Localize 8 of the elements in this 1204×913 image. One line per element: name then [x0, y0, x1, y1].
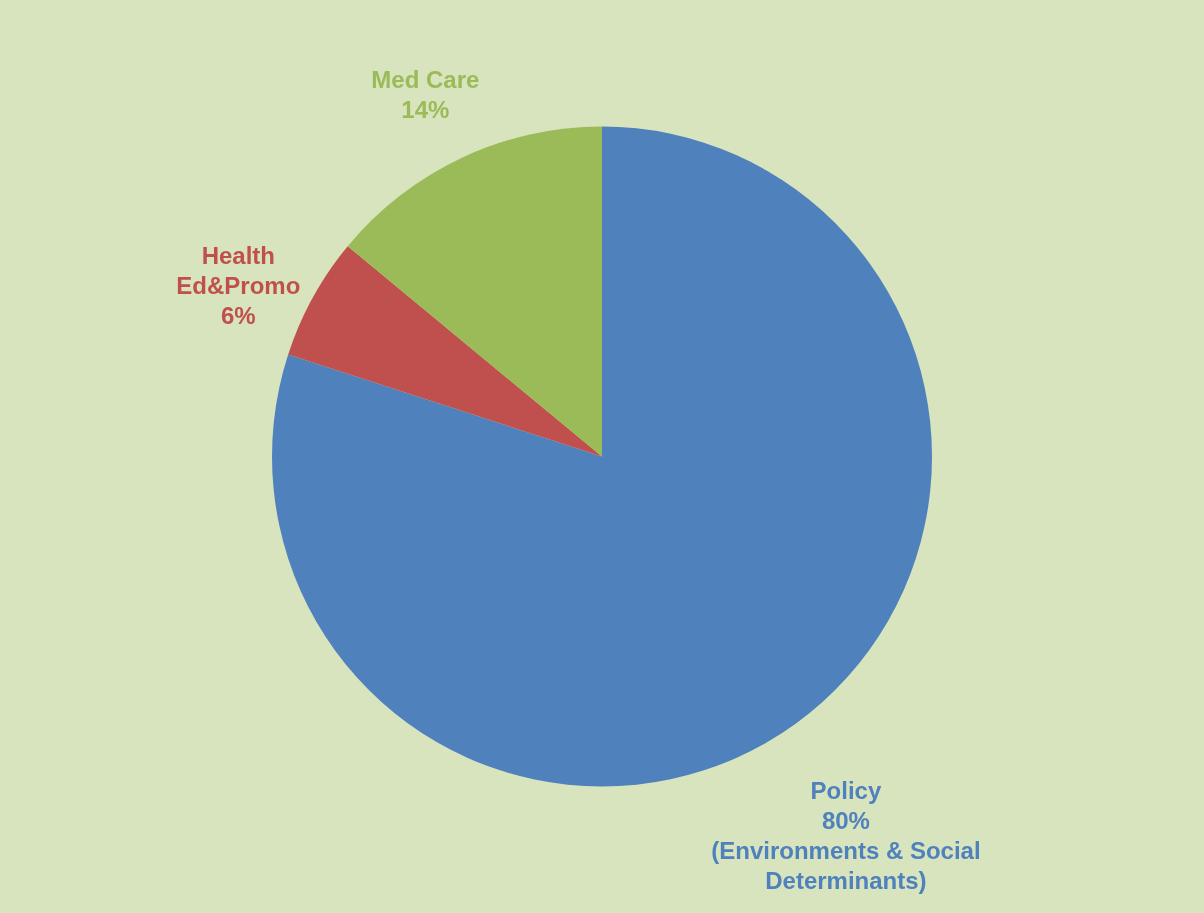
- slice-label: Health Ed&Promo: [176, 241, 301, 299]
- data-label: 6%: [220, 301, 256, 329]
- data-label: 14%: [401, 96, 450, 123]
- text: (Environments & Social Determinants): [711, 837, 981, 895]
- pie-slice: [347, 126, 602, 457]
- data-label: 80%: [821, 807, 870, 835]
- slice-label: Policy: [810, 777, 882, 805]
- slice-label: Med Care: [371, 66, 480, 93]
